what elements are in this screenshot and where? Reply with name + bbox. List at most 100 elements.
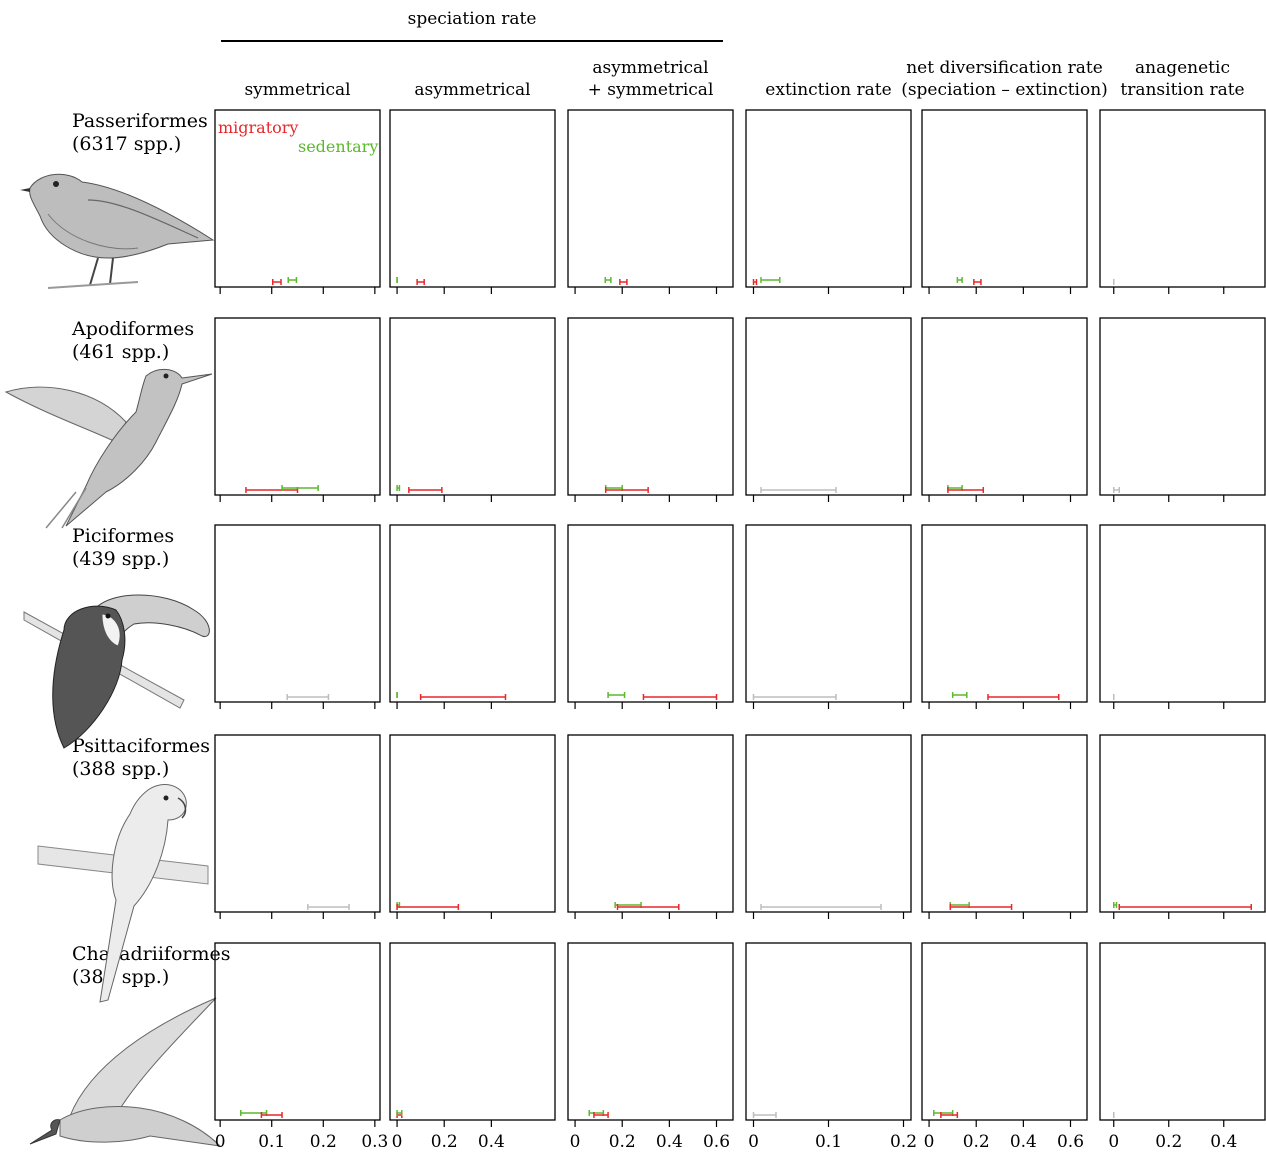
x-tick-label: 0.2 <box>963 1132 990 1152</box>
x-tick-label: 0.3 <box>361 1132 388 1152</box>
panel-frame <box>567 734 734 913</box>
panel-frame <box>389 109 556 288</box>
panel-r5-c1: 0 0.1 0.2 0.3 <box>214 942 388 1152</box>
order-name: Passeriformes <box>72 110 208 132</box>
panel-frame <box>567 317 734 496</box>
column-title: symmetrical <box>244 80 350 100</box>
panel-frame <box>745 734 912 913</box>
panel-r4-c6 <box>1099 734 1266 919</box>
x-tick-label: 0 <box>215 1132 226 1152</box>
panel-r5-c3: 0 0.2 0.4 0.6 <box>567 942 734 1152</box>
panel-frame <box>921 524 1088 703</box>
panel-frame <box>1099 942 1266 1121</box>
panel-r1-c6 <box>1099 109 1266 294</box>
panel-frame <box>567 942 734 1121</box>
panel-frame <box>921 734 1088 913</box>
panel-frame <box>921 317 1088 496</box>
panel-r2-c1 <box>214 317 381 502</box>
panel-frame <box>389 942 556 1121</box>
panel-frame <box>567 524 734 703</box>
x-tick-label: 0.1 <box>815 1132 842 1152</box>
panel-frame <box>214 524 381 703</box>
panel-frame <box>745 109 912 288</box>
panel-frame <box>921 942 1088 1121</box>
species-count: (385 spp.) <box>72 966 169 988</box>
column-title: anagenetic <box>1135 58 1230 78</box>
panel-r4-c5 <box>921 734 1088 919</box>
species-count: (439 spp.) <box>72 548 169 570</box>
panel-r2-c6 <box>1099 317 1266 502</box>
panel-frame <box>567 109 734 288</box>
panel-frame <box>389 524 556 703</box>
x-tick-label: 0.2 <box>310 1132 337 1152</box>
panel-frame <box>389 317 556 496</box>
species-count: (388 spp.) <box>72 758 169 780</box>
figure-header: speciation rate <box>221 9 723 42</box>
column-title: asymmetrical <box>592 58 708 78</box>
charadriiformes-illustration <box>29 997 222 1147</box>
panel-r1-c2 <box>389 109 556 294</box>
piciformes-illustration <box>23 594 210 749</box>
panel-r1-c3 <box>567 109 734 294</box>
column-title: (speciation – extinction) <box>901 80 1108 100</box>
panel-r5-c5: 0 0.2 0.4 0.6 <box>921 942 1088 1152</box>
psittaciformes-illustration <box>37 784 209 1003</box>
x-tick-label: 0 <box>924 1132 935 1152</box>
panel-r3-c5 <box>921 524 1088 709</box>
apodiformes-illustration <box>4 369 213 529</box>
panel-r3-c1 <box>214 524 381 709</box>
x-tick-label: 0.4 <box>1010 1132 1037 1152</box>
panel-frame <box>214 317 381 496</box>
panel-r3-c3 <box>567 524 734 709</box>
panel-frame <box>745 524 912 703</box>
x-tick-label: 0 <box>570 1132 581 1152</box>
bird-illustrations <box>4 173 222 1147</box>
legend-migratory: migratory <box>218 118 298 137</box>
panel-r4-c3 <box>567 734 734 919</box>
panel-r2-c2 <box>389 317 556 502</box>
panel-r1-c5 <box>921 109 1088 294</box>
panel-r3-c6 <box>1099 524 1266 709</box>
panel-frame <box>1099 109 1266 288</box>
passeriformes-illustration <box>20 173 215 289</box>
panel-r2-c5 <box>921 317 1088 502</box>
group-header-speciation-rate: speciation rate <box>408 9 537 29</box>
panel-frame <box>1099 524 1266 703</box>
x-tick-label: 0.4 <box>478 1132 505 1152</box>
panel-r2-c4 <box>745 317 912 502</box>
x-tick-label: 0.1 <box>258 1132 285 1152</box>
panel-r3-c4 <box>745 524 912 709</box>
x-tick-label: 0.6 <box>703 1132 730 1152</box>
panel-frame <box>1099 734 1266 913</box>
panel-r4-c1 <box>215 735 381 919</box>
x-tick-label: 0.4 <box>656 1132 683 1152</box>
species-count: (6317 spp.) <box>72 133 181 155</box>
panel-frame <box>214 109 381 288</box>
panel-r5-c2: 0 0.2 0.4 <box>389 942 556 1152</box>
panel-r4-c2 <box>390 735 556 919</box>
legend-sedentary: sedentary <box>298 137 378 156</box>
panel-frame <box>745 317 912 496</box>
panel-frame <box>921 109 1088 288</box>
panel-frame <box>214 942 381 1121</box>
column-title: extinction rate <box>765 80 891 100</box>
order-name: Psittaciformes <box>72 735 210 757</box>
x-tick-label: 0.2 <box>431 1132 458 1152</box>
panel-r1-c1 <box>214 109 381 294</box>
panel-frame <box>1099 317 1266 496</box>
panel-r5-c4: 0 0.1 0.2 <box>746 943 917 1152</box>
x-tick-label: 0.4 <box>1210 1132 1237 1152</box>
panel-r1-c4 <box>745 109 912 294</box>
x-tick-label: 0 <box>1108 1132 1119 1152</box>
column-title: + symmetrical <box>588 80 714 100</box>
x-tick-label: 0.2 <box>890 1132 917 1152</box>
panel-r4-c4 <box>745 734 912 919</box>
x-tick-label: 0.6 <box>1057 1132 1084 1152</box>
panel-frame <box>745 942 912 1121</box>
order-name: Charadriiformes <box>72 943 230 965</box>
x-tick-label: 0.2 <box>609 1132 636 1152</box>
panel-r2-c3 <box>567 317 734 502</box>
